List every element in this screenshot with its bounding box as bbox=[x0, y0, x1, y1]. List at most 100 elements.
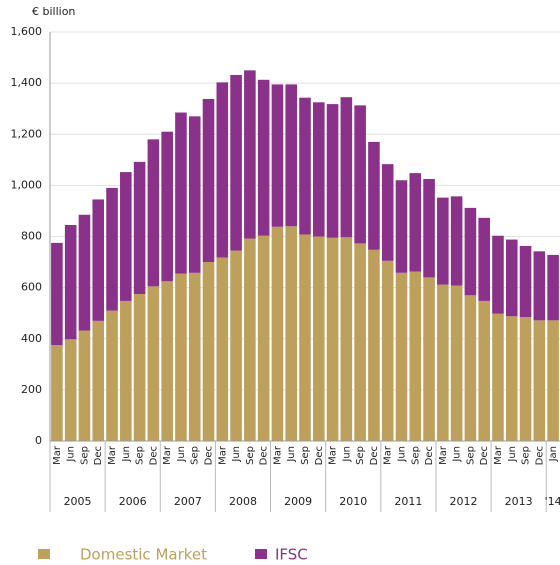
x-tick-label: Mar bbox=[217, 445, 228, 465]
y-tick-label: 1,200 bbox=[11, 127, 43, 140]
bar-segment bbox=[547, 254, 559, 321]
year-label: 2010 bbox=[339, 495, 367, 508]
x-tick-label: Jan bbox=[548, 446, 559, 462]
bar-segment bbox=[381, 260, 394, 441]
x-tick-label: Dec bbox=[424, 446, 435, 465]
x-tick-label: Dec bbox=[259, 446, 270, 465]
bar-segment bbox=[147, 139, 160, 287]
y-axis-label: € billion bbox=[32, 5, 75, 18]
bar-segment bbox=[519, 317, 532, 441]
bar-segment bbox=[395, 180, 408, 273]
bar-segment bbox=[326, 237, 339, 441]
bar-segment bbox=[161, 131, 173, 282]
legend-label: IFSC bbox=[275, 546, 308, 564]
bar-segment bbox=[423, 277, 435, 441]
x-tick-label: Jun bbox=[286, 446, 297, 463]
bar-segment bbox=[492, 235, 504, 314]
legend-swatch bbox=[255, 549, 267, 559]
x-tick-label: Sep bbox=[79, 446, 90, 465]
x-tick-label: Sep bbox=[521, 446, 532, 465]
bar-segment bbox=[437, 197, 449, 285]
bar-segment bbox=[285, 226, 298, 441]
x-tick-label: Mar bbox=[107, 445, 118, 465]
bar-segment bbox=[92, 320, 105, 441]
x-tick-label: Dec bbox=[204, 446, 215, 465]
bar-segment bbox=[92, 199, 105, 321]
bar-segment bbox=[533, 251, 546, 321]
x-tick-label: Jun bbox=[121, 446, 132, 463]
bar-segment bbox=[161, 281, 173, 441]
x-tick-label: Sep bbox=[135, 446, 146, 465]
bar-segment bbox=[354, 243, 366, 441]
bar-segment bbox=[188, 116, 201, 273]
x-tick-label: Dec bbox=[369, 446, 380, 465]
x-tick-label: Mar bbox=[52, 445, 63, 465]
x-tick-label: Jun bbox=[341, 446, 352, 463]
bar-segment bbox=[64, 224, 77, 340]
bar-segment bbox=[450, 285, 463, 441]
bar-segment bbox=[120, 172, 132, 301]
year-label: '14 bbox=[545, 495, 560, 508]
bar-segment bbox=[202, 262, 215, 441]
bar-segment bbox=[230, 74, 242, 251]
x-tick-label: Jun bbox=[507, 446, 518, 463]
bar-segment bbox=[437, 284, 449, 441]
bar-segment bbox=[285, 84, 298, 227]
x-tick-label: Jun bbox=[66, 446, 77, 463]
bar-segment bbox=[464, 207, 477, 296]
x-tick-label: Mar bbox=[438, 445, 449, 465]
bar-segment bbox=[450, 196, 463, 286]
x-tick-label: Sep bbox=[190, 446, 201, 465]
y-tick-label: 800 bbox=[21, 230, 42, 243]
legend-label: Domestic Market bbox=[80, 546, 207, 564]
bar-segment bbox=[340, 97, 353, 238]
x-tick-label: Sep bbox=[300, 446, 311, 465]
x-tick-label: Sep bbox=[355, 446, 366, 465]
bar-segment bbox=[51, 345, 63, 441]
bar-segment bbox=[188, 272, 201, 441]
bar-segment bbox=[464, 295, 477, 441]
x-tick-label: Jun bbox=[452, 446, 463, 463]
bar-segment bbox=[354, 105, 366, 244]
bar-segment bbox=[271, 226, 284, 441]
bar-segment bbox=[519, 245, 532, 318]
x-tick-label: Jun bbox=[396, 446, 407, 463]
bar-segment bbox=[257, 235, 270, 441]
bar-segment bbox=[257, 79, 270, 236]
x-tick-label: Jun bbox=[231, 446, 242, 463]
bar-segment bbox=[244, 238, 256, 441]
x-tick-label: Mar bbox=[383, 445, 394, 465]
y-tick-label: 200 bbox=[21, 383, 42, 396]
bar-segment bbox=[312, 102, 325, 237]
x-tick-label: Mar bbox=[328, 445, 339, 465]
bar-segment bbox=[202, 98, 215, 263]
bar-segment bbox=[423, 178, 435, 278]
bar-segment bbox=[271, 84, 284, 227]
bar-segment bbox=[492, 313, 504, 441]
year-label: 2007 bbox=[174, 495, 202, 508]
year-label: 2012 bbox=[450, 495, 478, 508]
bar-segment bbox=[478, 300, 490, 441]
x-tick-label: Dec bbox=[479, 446, 490, 465]
y-tick-label: 600 bbox=[21, 281, 42, 294]
year-label: 2013 bbox=[505, 495, 533, 508]
bar-segment bbox=[368, 141, 380, 250]
x-tick-label: Mar bbox=[162, 445, 173, 465]
bar-segment bbox=[533, 320, 546, 441]
bar-segment bbox=[147, 286, 160, 441]
y-tick-label: 400 bbox=[21, 332, 42, 345]
bar-segment bbox=[299, 234, 311, 441]
bar-segment bbox=[326, 104, 339, 238]
year-label: 2006 bbox=[119, 495, 147, 508]
bar-segment bbox=[409, 271, 422, 441]
x-tick-label: Dec bbox=[148, 446, 159, 465]
bar-segment bbox=[478, 217, 490, 301]
y-tick-label: 0 bbox=[35, 434, 42, 447]
bar-segment bbox=[368, 249, 380, 441]
y-tick-label: 1,400 bbox=[11, 76, 43, 89]
bar-segment bbox=[106, 310, 118, 441]
bar-segment bbox=[547, 320, 559, 441]
bar-segment bbox=[64, 339, 77, 441]
legend-swatch bbox=[38, 549, 50, 559]
